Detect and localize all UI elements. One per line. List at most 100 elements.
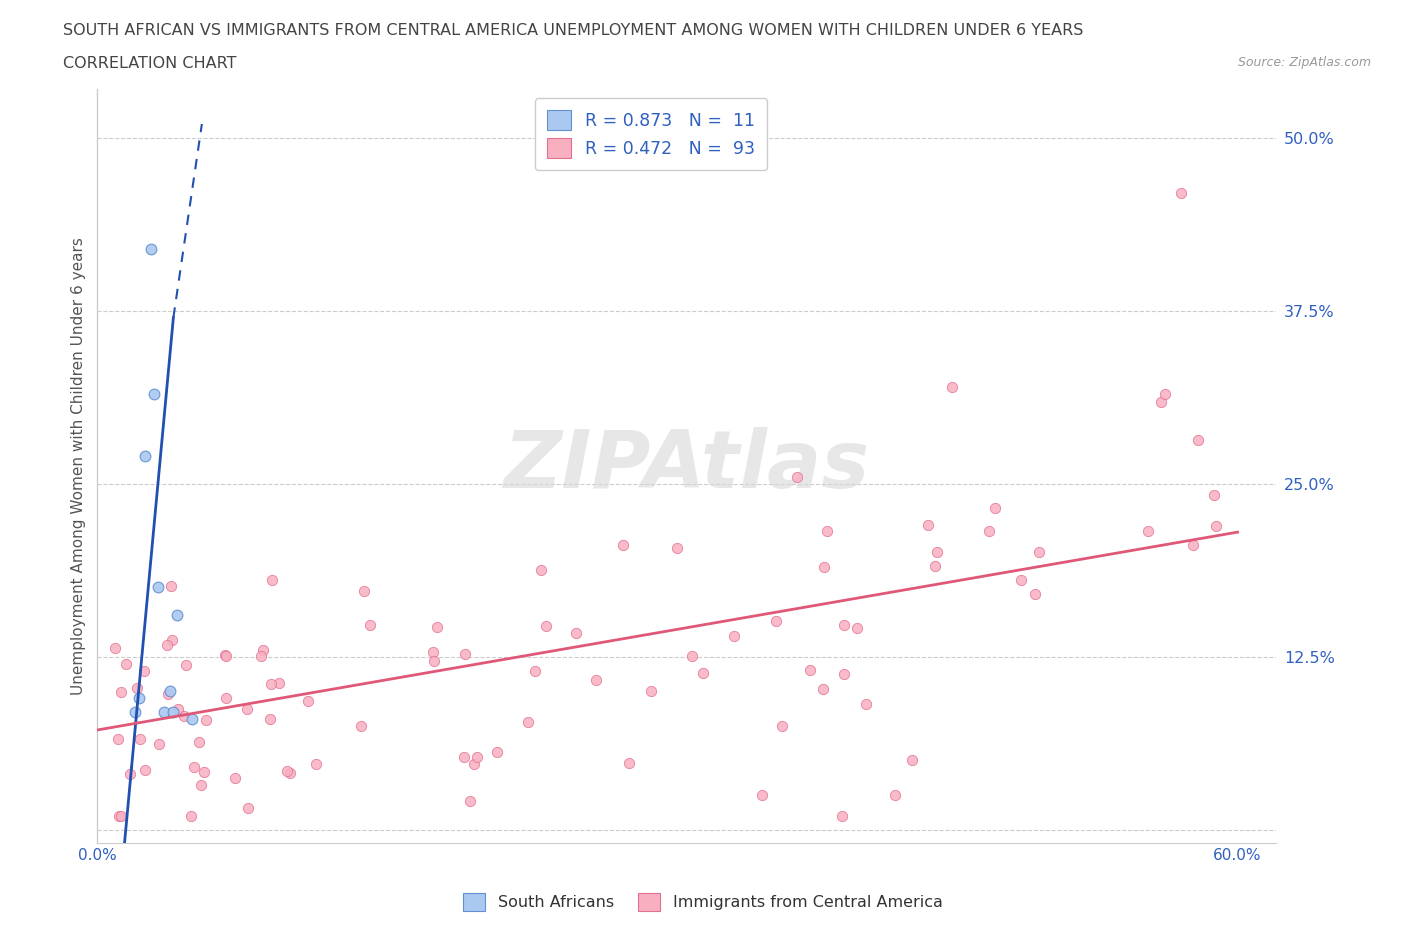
Point: [666, 541, 689, 556]
Legend: South Africans, Immigrants from Central America: South Africans, Immigrants from Central …: [457, 886, 949, 917]
Point: [1182, 538, 1205, 552]
Point: [260, 677, 283, 692]
Point: [159, 684, 181, 698]
Point: [236, 801, 259, 816]
Point: [565, 626, 588, 641]
Text: CORRELATION CHART: CORRELATION CHART: [63, 56, 236, 71]
Point: [183, 760, 205, 775]
Point: [146, 580, 169, 595]
Point: [134, 448, 156, 463]
Point: [1153, 387, 1175, 402]
Point: [1150, 394, 1173, 409]
Point: [252, 643, 274, 658]
Point: [194, 712, 217, 727]
Point: [463, 757, 485, 772]
Point: [267, 676, 290, 691]
Point: [104, 640, 127, 655]
Text: 60.0%: 60.0%: [1213, 848, 1261, 863]
Point: [1202, 487, 1225, 502]
Point: [426, 619, 449, 634]
Point: [139, 241, 162, 256]
Point: [977, 524, 1000, 538]
Point: [143, 386, 166, 401]
Point: [110, 684, 132, 699]
Point: [811, 682, 834, 697]
Point: [260, 573, 283, 588]
Point: [765, 613, 787, 628]
Point: [817, 524, 839, 538]
Point: [250, 648, 273, 663]
Point: [173, 709, 195, 724]
Point: [612, 538, 634, 552]
Point: [524, 664, 547, 679]
Point: [162, 705, 184, 720]
Point: [1205, 518, 1227, 533]
Point: [692, 666, 714, 681]
Point: [214, 648, 236, 663]
Point: [350, 719, 373, 734]
Point: [517, 714, 540, 729]
Point: [485, 744, 508, 759]
Text: ZIPAtlas: ZIPAtlas: [503, 428, 869, 505]
Text: 0.0%: 0.0%: [77, 848, 117, 863]
Point: [640, 684, 662, 698]
Legend: R = 0.873   N =  11, R = 0.472   N =  93: R = 0.873 N = 11, R = 0.472 N = 93: [534, 98, 768, 170]
Point: [353, 583, 375, 598]
Point: [834, 618, 856, 632]
Point: [297, 693, 319, 708]
Point: [188, 735, 211, 750]
Point: [180, 808, 202, 823]
Point: [148, 737, 170, 751]
Point: [422, 644, 444, 659]
Point: [108, 808, 131, 823]
Point: [276, 764, 298, 778]
Point: [884, 788, 907, 803]
Point: [215, 648, 238, 663]
Point: [107, 732, 129, 747]
Point: [190, 777, 212, 792]
Point: [115, 657, 138, 671]
Point: [1137, 524, 1160, 538]
Point: [166, 607, 188, 622]
Point: [423, 653, 446, 668]
Text: Source: ZipAtlas.com: Source: ZipAtlas.com: [1237, 56, 1371, 69]
Point: [159, 579, 181, 594]
Point: [160, 632, 183, 647]
Point: [845, 620, 868, 635]
Y-axis label: Unemployment Among Women with Children Under 6 years: Unemployment Among Women with Children U…: [72, 237, 86, 696]
Point: [155, 637, 177, 652]
Point: [831, 808, 853, 823]
Point: [1028, 544, 1050, 559]
Point: [901, 752, 924, 767]
Point: [193, 764, 215, 779]
Text: SOUTH AFRICAN VS IMMIGRANTS FROM CENTRAL AMERICA UNEMPLOYMENT AMONG WOMEN WITH C: SOUTH AFRICAN VS IMMIGRANTS FROM CENTRAL…: [63, 23, 1084, 38]
Point: [110, 808, 132, 823]
Point: [855, 697, 877, 711]
Point: [176, 658, 198, 672]
Point: [132, 664, 155, 679]
Point: [813, 560, 835, 575]
Point: [924, 558, 946, 573]
Point: [305, 756, 328, 771]
Point: [465, 750, 488, 764]
Point: [786, 470, 808, 485]
Point: [127, 680, 149, 695]
Point: [1024, 587, 1046, 602]
Point: [181, 711, 204, 726]
Point: [941, 379, 963, 394]
Point: [124, 705, 146, 720]
Point: [619, 756, 641, 771]
Point: [259, 712, 281, 727]
Point: [157, 687, 180, 702]
Point: [454, 646, 477, 661]
Point: [167, 701, 190, 716]
Point: [128, 691, 150, 706]
Point: [925, 545, 948, 560]
Point: [224, 770, 246, 785]
Point: [1187, 432, 1209, 447]
Point: [278, 766, 301, 781]
Point: [359, 618, 381, 632]
Point: [534, 618, 557, 633]
Point: [1170, 186, 1192, 201]
Point: [723, 628, 745, 643]
